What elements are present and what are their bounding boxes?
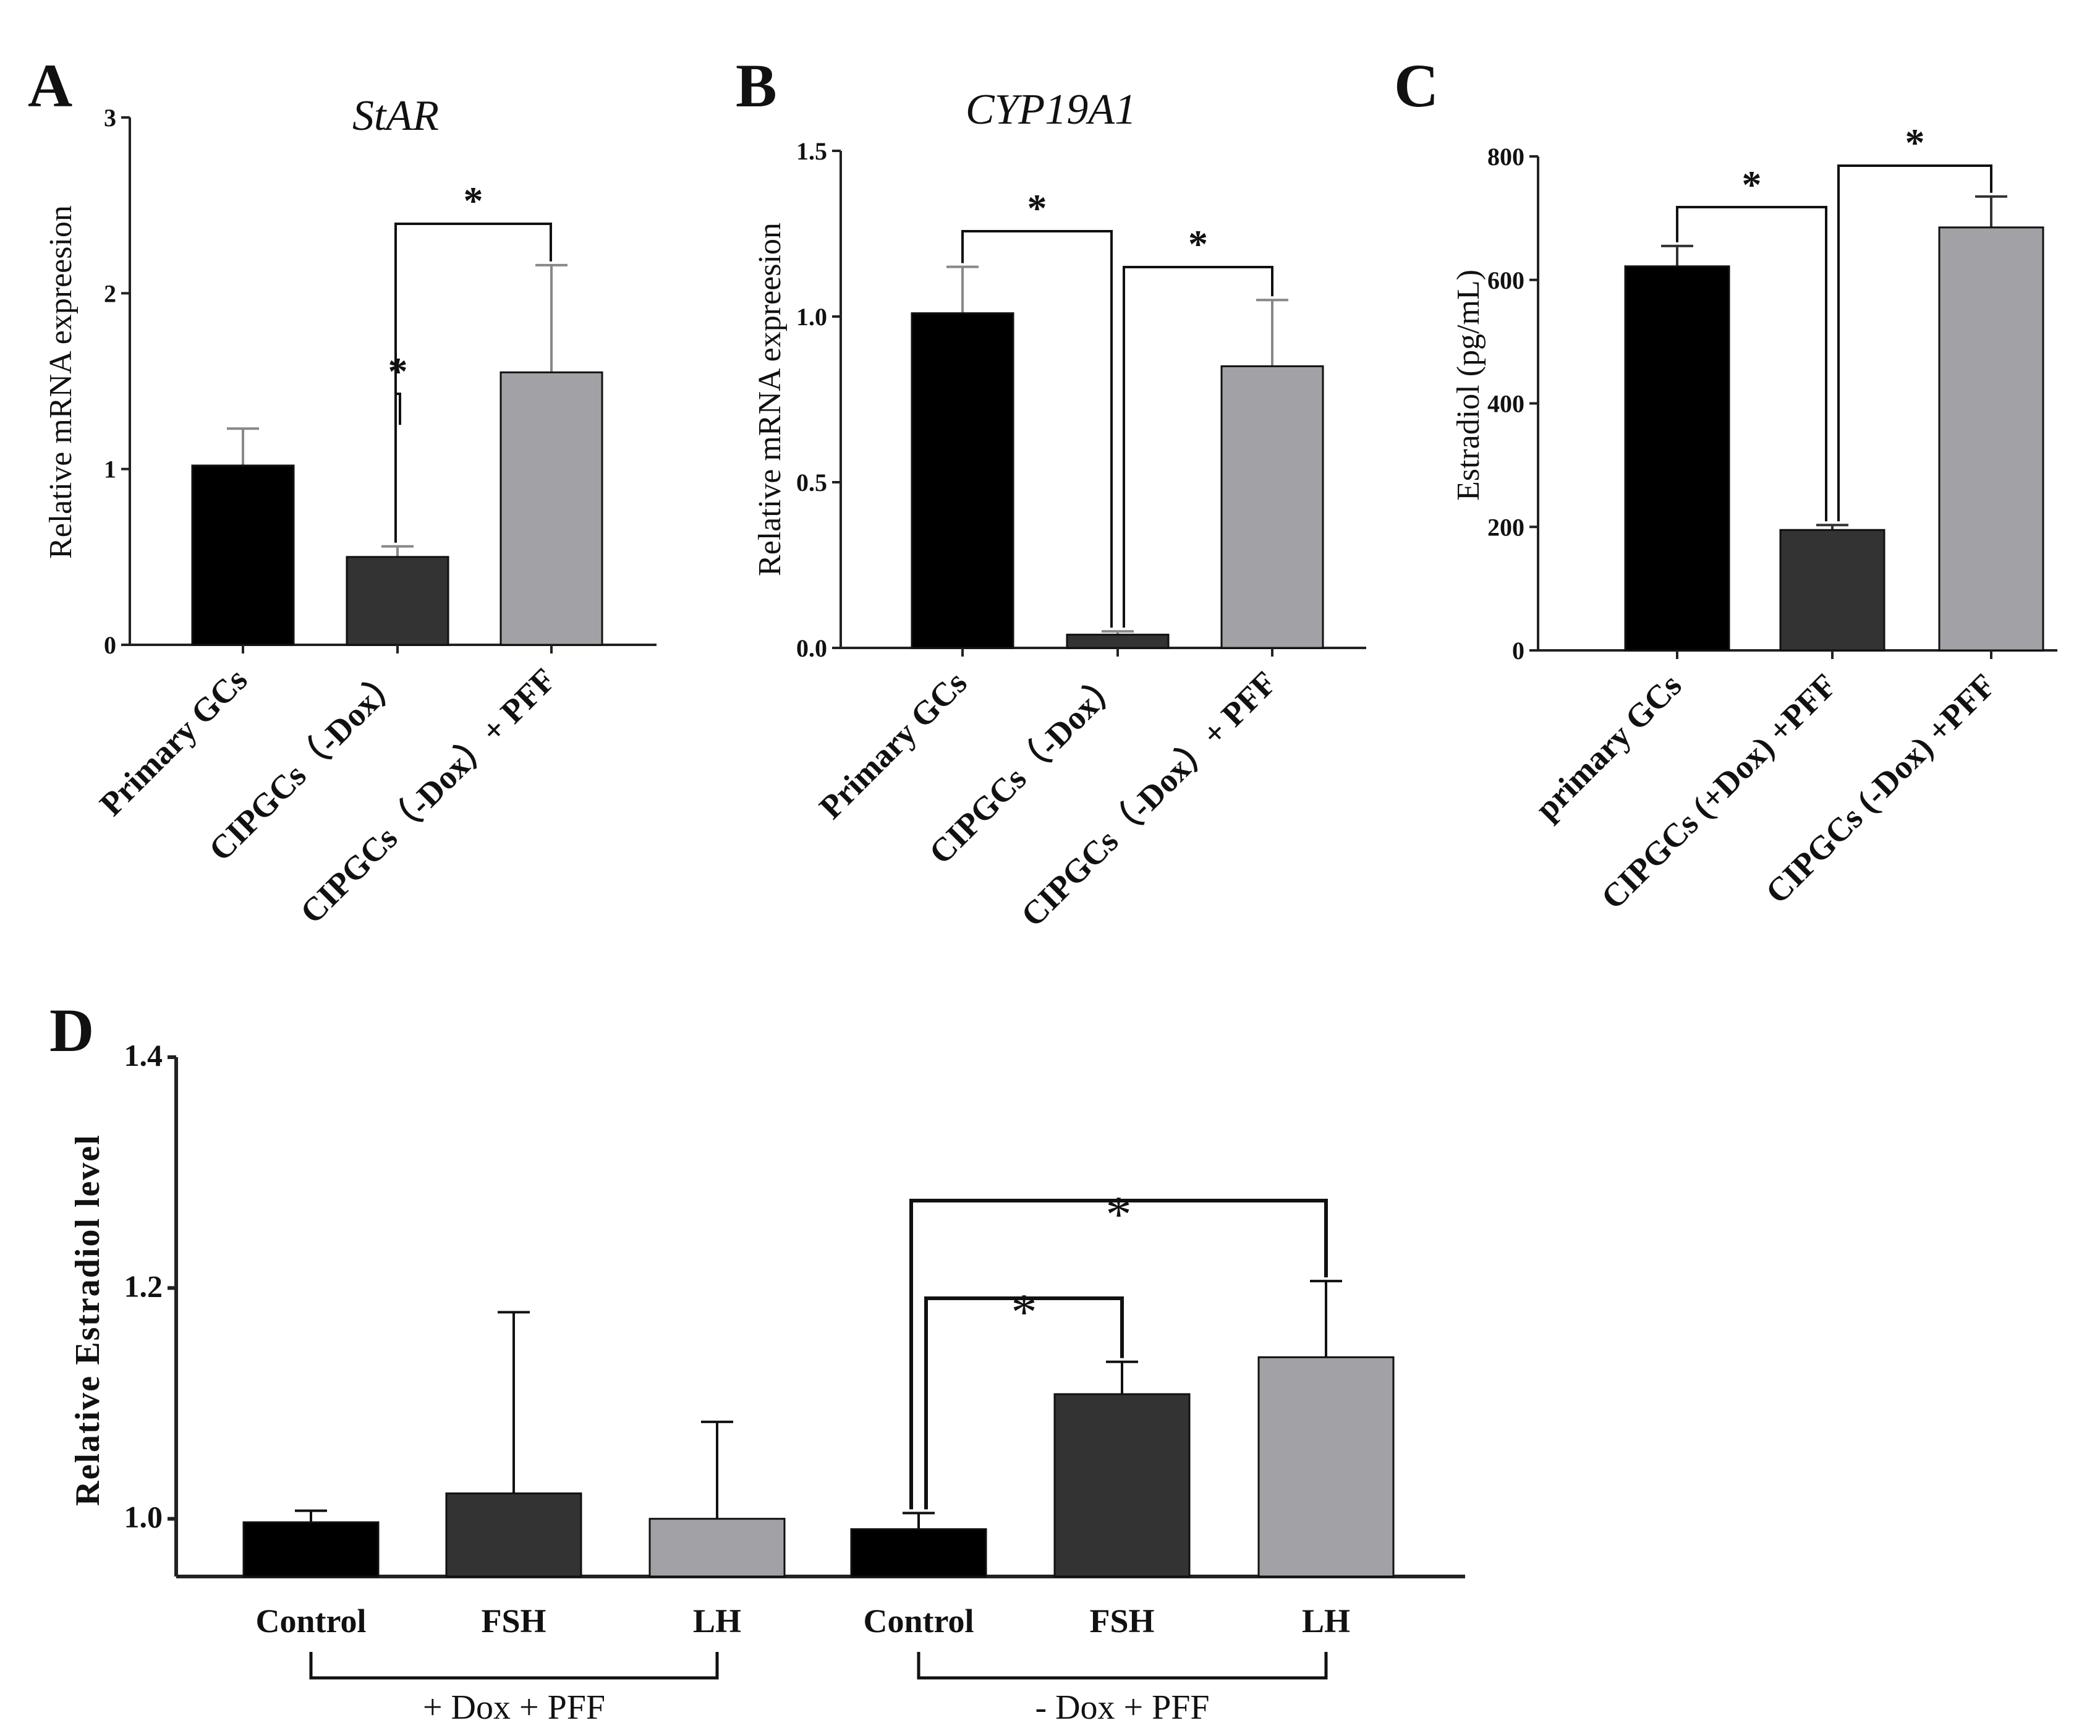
chart-title-b: CYP19A1 [966,86,1136,134]
y-tick-label-d: 1.2 [124,1269,163,1303]
significance-bracket-b [1123,266,1273,628]
y-tick-label-c: 600 [1487,266,1524,294]
category-label-d: LH [1302,1602,1350,1640]
chart-title-a: StAR [352,92,439,140]
bar-d [1257,1356,1395,1578]
panel-letter-a: A [28,51,72,120]
y-tick-label-a: 2 [104,279,116,307]
y-axis-label-a: Relative mRNA expreesion [43,205,79,559]
y-axis-label-b: Relative mRNA expreesion [752,223,788,576]
panel-letter-c: C [1394,51,1439,120]
bar-d [648,1518,786,1578]
bar-a [499,371,603,646]
significance-star-a: * [464,179,483,223]
group-label: - Dox + PFF [1035,1688,1209,1727]
significance-star-b: * [1027,186,1047,230]
y-tick-label-c: 200 [1487,513,1524,541]
group-bracket [917,1652,1328,1680]
y-tick-label-b: 1.5 [796,137,827,165]
y-tick-label-a: 3 [104,104,116,132]
y-tick-label-a: 1 [104,456,116,483]
y-tick-label-c: 400 [1487,390,1524,418]
significance-star-b: * [1188,222,1208,266]
y-tick-label-d: 1.0 [124,1500,163,1534]
y-tick-label-b: 1.0 [796,303,827,331]
y-tick-label-c: 0 [1512,637,1524,665]
panel-letter-d: D [49,996,94,1065]
bar-b [1066,634,1170,649]
significance-bracket-c [1676,206,1827,522]
bar-d [242,1521,380,1578]
category-label-d: LH [693,1602,741,1640]
bar-b [1220,365,1324,649]
significance-star-d: * [1011,1283,1037,1341]
bar-a [191,464,295,646]
significance-bracket-a [394,223,552,543]
category-label-d: FSH [1089,1602,1154,1640]
y-axis-label-c: Estradiol (pg/mL) [1451,270,1486,501]
category-label-d: Control [255,1602,366,1640]
y-tick-label-b: 0.5 [796,469,827,496]
significance-bracket-d [909,1199,1328,1510]
bar-d [850,1528,987,1578]
significance-star-a: * [388,349,408,393]
y-axis-label-d: Relative Estradiol level [69,1134,107,1506]
category-label-d: Control [863,1602,974,1640]
bar-a [346,556,449,646]
bar-c [1779,529,1885,652]
y-tick-label-a: 0 [104,631,116,659]
panel-letter-b: B [736,51,777,120]
category-label-d: FSH [481,1602,546,1640]
y-tick-label-b: 0.0 [796,634,827,662]
group-label: + Dox + PFF [423,1688,605,1727]
significance-star-c: * [1905,121,1925,164]
significance-star-c: * [1742,163,1762,206]
panel-d: D Relative Estradiol level 1.0 1.2 1.4 Cont… [49,996,1465,1727]
bar-d [445,1492,582,1578]
bar-b [911,312,1014,649]
bar-c [1624,265,1730,652]
significance-bracket-d [924,1296,1124,1510]
significance-bracket-c [1837,164,1992,522]
chart-marks-d: 1.0 1.2 1.4 Control FSH LH Control FSH LH * * + Dox… [124,1038,1465,1727]
y-tick-label-c: 800 [1487,143,1524,171]
significance-bracket-b [961,230,1113,628]
significance-star-d: * [1106,1186,1132,1243]
bar-c [1938,226,2044,652]
group-bracket [309,1652,719,1680]
y-tick-label-d: 1.4 [124,1038,163,1073]
bar-d [1053,1393,1191,1578]
